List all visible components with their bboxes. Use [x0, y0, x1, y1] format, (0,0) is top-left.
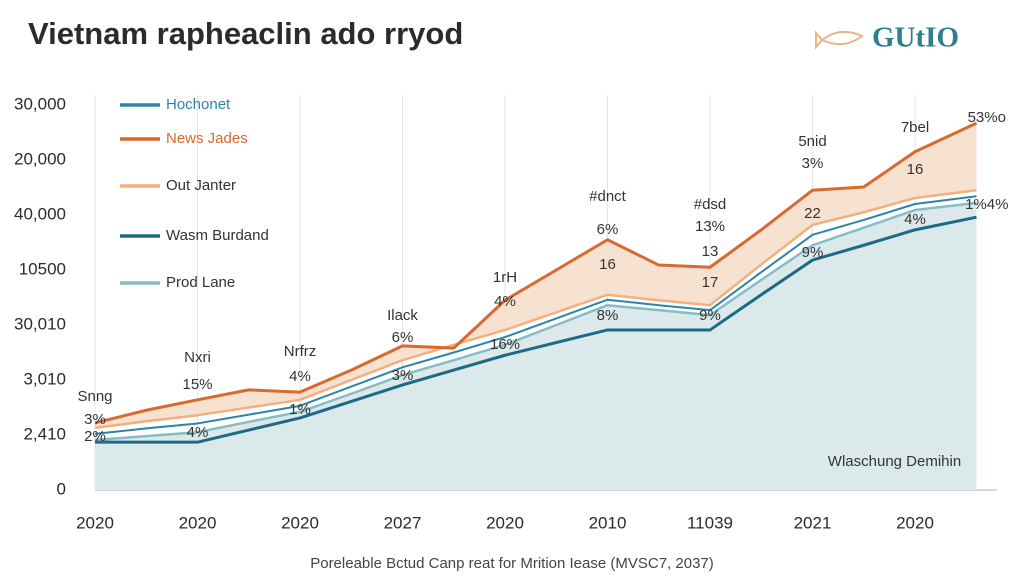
- footer-note: Poreleable Bctud Canp reat for Mrition I…: [310, 555, 714, 572]
- annotation: Nxri: [184, 349, 211, 366]
- annotation: 9%: [802, 244, 824, 261]
- y-tick-label: 0: [57, 479, 66, 498]
- annotation: 15%: [182, 376, 212, 393]
- legend-label: Hochonet: [166, 96, 231, 113]
- y-tick-label: 30,000: [14, 94, 66, 113]
- annotation: 53%o: [968, 109, 1006, 126]
- x-tick-label: 2027: [384, 513, 422, 532]
- legend-label: Prod Lane: [166, 274, 235, 291]
- legend-label: Wasm Burdand: [166, 227, 269, 244]
- annotation: Ilack: [387, 307, 418, 324]
- annotation: 6%: [597, 221, 619, 238]
- legend-label: News Jades: [166, 130, 248, 147]
- x-tick-label: 2010: [589, 513, 627, 532]
- annotation: 8%: [597, 307, 619, 324]
- series-line: [95, 215, 977, 444]
- annotation: 3%: [802, 155, 824, 172]
- annotation: 16: [907, 161, 924, 178]
- y-tick-label: 2,410: [23, 424, 66, 443]
- series-line: [94, 201, 977, 442]
- series-line: [94, 189, 977, 430]
- x-tick-label: 2020: [76, 513, 114, 532]
- annotation: 3%: [84, 411, 106, 428]
- annotation: #dnct: [589, 188, 627, 205]
- annotation: Snng: [77, 388, 112, 405]
- annotation: 13%: [695, 218, 725, 235]
- plot-area: 0 2,410 3,010 30,010 10500 40,000 20,000 30,000…: [14, 94, 1008, 532]
- annotation: 13: [702, 243, 719, 260]
- annotation: #dsd: [694, 196, 727, 213]
- annotation: 22: [804, 205, 821, 222]
- annotation: Nrfrz: [284, 343, 317, 360]
- y-tick-label: 3,010: [23, 369, 66, 388]
- annotation: 4%: [494, 293, 516, 310]
- chart-title: Vietnam rapheaclin ado rryod: [28, 16, 463, 51]
- annotation: 6%: [392, 329, 414, 346]
- annotation: 4%: [187, 424, 209, 441]
- x-tick-label: 2021: [794, 513, 832, 532]
- annotation: 2%: [84, 428, 106, 445]
- x-tick-label: 2020: [896, 513, 934, 532]
- legend-label: Out Janter: [166, 177, 236, 194]
- logo: GUtIO: [815, 22, 959, 54]
- series-line: [94, 121, 978, 425]
- annotation: 7bel: [901, 119, 929, 136]
- annotation: 1%4%: [965, 196, 1008, 213]
- x-tick-label: 11039: [687, 513, 733, 532]
- annotation: 3%: [392, 367, 414, 384]
- annotation: 9%: [699, 307, 721, 324]
- series-line: [94, 195, 977, 435]
- x-tick-label: 2020: [179, 513, 217, 532]
- y-tick-label: 40,000: [14, 204, 66, 223]
- annotation: 4%: [904, 211, 926, 228]
- x-tick-label: 2020: [486, 513, 524, 532]
- annotation: 16%: [490, 336, 520, 353]
- annotation: 4%: [289, 368, 311, 385]
- annotation: 17: [702, 274, 719, 291]
- annotation: 1rH: [493, 269, 517, 286]
- y-tick-label: 20,000: [14, 149, 66, 168]
- annotation: 5nid: [798, 133, 826, 150]
- y-tick-label: 30,010: [14, 314, 66, 333]
- x-tick-label: 2020: [281, 513, 319, 532]
- y-tick-label: 10500: [19, 259, 66, 278]
- annotation: 1%: [289, 401, 311, 418]
- logo-icon: [815, 30, 864, 50]
- annotation: Wlaschung Demihin: [828, 453, 961, 470]
- logo-text: GUtIO: [872, 22, 959, 54]
- annotation: 16: [599, 256, 616, 273]
